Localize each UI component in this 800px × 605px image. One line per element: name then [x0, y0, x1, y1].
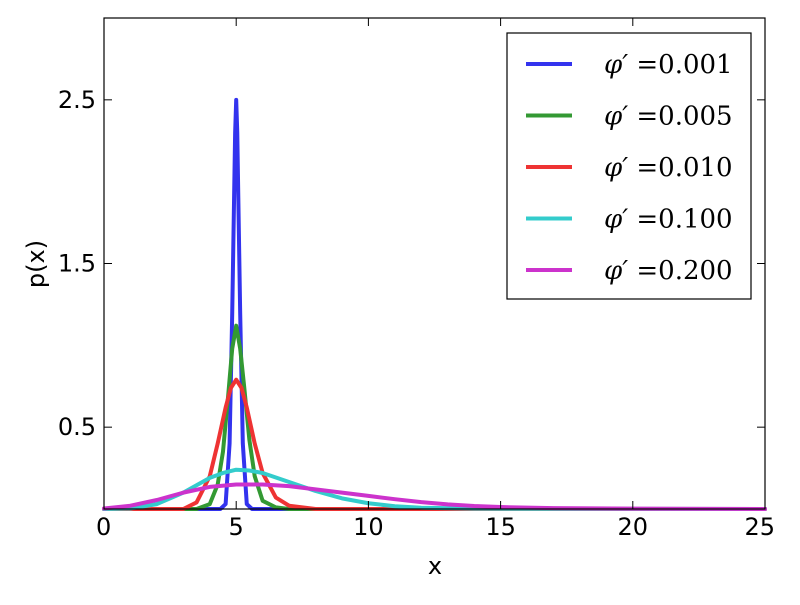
series-layer	[102, 97, 767, 511]
legend-symbol: φ′	[604, 50, 636, 80]
legend-value: =0.100	[636, 205, 732, 235]
legend-label: φ′ =0.010	[604, 153, 733, 183]
x-axis-label: x	[428, 552, 442, 580]
x-tick-label: 10	[353, 513, 384, 541]
x-axis-ticks: 0 5 10 15 20 25	[96, 18, 775, 541]
x-tick-label: 0	[96, 513, 111, 541]
legend-symbol: φ′	[604, 256, 636, 286]
y-axis-ticks: 0.5 1.5 2.5	[58, 86, 765, 441]
y-tick-label: 1.5	[58, 250, 96, 278]
x-tick-label: 20	[618, 513, 649, 541]
legend-label: φ′ =0.200	[604, 256, 733, 286]
legend-symbol: φ′	[604, 153, 636, 183]
legend-label: φ′ =0.001	[604, 50, 733, 80]
legend-label: φ′ =0.100	[604, 205, 733, 235]
series-line-2	[102, 323, 767, 511]
legend-value: =0.200	[636, 256, 732, 286]
legend-value: =0.010	[636, 153, 732, 183]
legend-value: =0.005	[636, 102, 732, 132]
y-axis-label: p(x)	[22, 240, 50, 288]
y-tick-label: 0.5	[58, 413, 96, 441]
x-tick-label: 5	[229, 513, 244, 541]
legend-symbol: φ′	[604, 205, 636, 235]
legend-value: =0.001	[636, 50, 732, 80]
x-tick-label: 25	[744, 513, 775, 541]
y-tick-label: 2.5	[58, 86, 96, 114]
legend-symbol: φ′	[604, 102, 636, 132]
x-tick-label: 15	[485, 513, 516, 541]
legend-label: φ′ =0.005	[604, 102, 733, 132]
